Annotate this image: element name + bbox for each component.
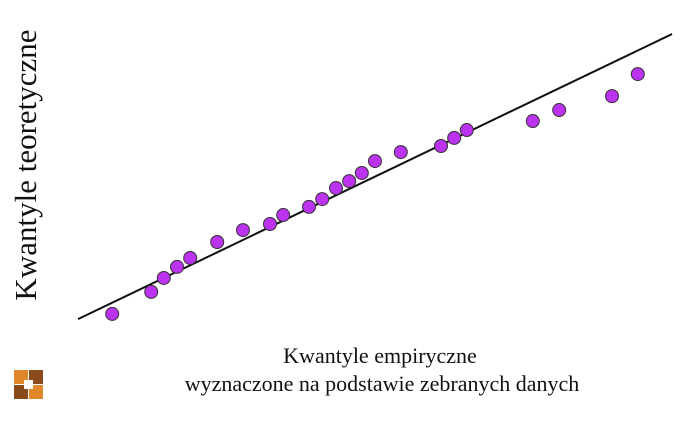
y-axis-label: Kwantyle teoretyczne (8, 29, 43, 300)
point (105, 306, 120, 321)
point (156, 270, 171, 285)
point (552, 103, 567, 118)
point (630, 67, 645, 82)
point (144, 284, 159, 299)
x-axis-label: Kwantyle empiryczne (283, 343, 477, 368)
point (315, 192, 330, 207)
point (342, 174, 357, 189)
point (170, 259, 184, 274)
logo (14, 370, 43, 399)
point (329, 181, 343, 196)
point (459, 123, 474, 138)
x-axis-label: wyznaczone na podstawie zebranych danych (185, 371, 580, 396)
point (434, 139, 448, 153)
point (210, 234, 225, 249)
point (276, 208, 291, 223)
point (263, 217, 277, 232)
point (525, 114, 540, 129)
point (447, 130, 462, 145)
point (605, 89, 619, 104)
point (183, 250, 198, 265)
point (393, 145, 408, 160)
point (354, 165, 369, 180)
point (302, 199, 316, 214)
point (368, 154, 382, 169)
point (236, 223, 250, 238)
